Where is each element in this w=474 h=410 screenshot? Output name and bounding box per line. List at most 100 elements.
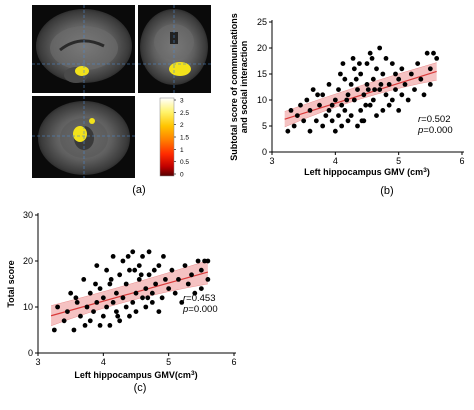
data-point	[133, 309, 139, 314]
data-point	[198, 267, 204, 273]
data-point	[340, 61, 346, 66]
data-point	[393, 87, 398, 92]
data-point	[145, 295, 151, 301]
x-tick-label: 3	[269, 156, 274, 166]
regression-line	[50, 271, 209, 317]
data-point	[326, 82, 332, 87]
data-point	[412, 87, 417, 92]
r-number: =0.502	[421, 114, 450, 125]
data-point	[94, 300, 100, 305]
data-point	[372, 87, 377, 92]
p-value: p=0.000	[417, 125, 453, 136]
confidence-band	[51, 260, 208, 326]
data-point	[317, 102, 322, 108]
data-point	[87, 318, 93, 324]
data-point	[133, 290, 139, 296]
data-point	[107, 323, 113, 328]
data-point	[304, 97, 310, 103]
x-tick-label: 5	[396, 156, 401, 166]
data-point	[359, 118, 365, 124]
data-point	[431, 50, 436, 56]
data-point	[100, 295, 106, 301]
data-point	[363, 102, 369, 108]
panel-a-label: (a)	[132, 184, 145, 196]
data-point	[68, 290, 74, 296]
data-point	[434, 56, 440, 61]
colorbar-tick-label: 3	[180, 98, 184, 105]
data-point	[146, 249, 152, 255]
data-point	[386, 102, 392, 108]
data-point	[161, 254, 166, 259]
data-point	[313, 118, 319, 124]
data-point	[110, 300, 116, 305]
data-point	[389, 61, 395, 66]
y-tick-label: 5	[262, 121, 267, 131]
y-tick-label: 0	[28, 348, 33, 358]
coronal-cluster	[169, 62, 191, 76]
p-symbol: p	[182, 304, 188, 315]
confidence-lower	[50, 283, 208, 327]
y-tick-label: 15	[257, 69, 267, 79]
colorbar-tick-label: 2.5	[180, 110, 189, 117]
data-point	[143, 286, 149, 291]
x-tick-label: 6	[459, 156, 464, 166]
colorbar: 3 2.5 2 1.5 1 0.5 0	[159, 98, 189, 179]
data-point	[74, 300, 80, 305]
data-point	[315, 92, 320, 98]
colorbar-tick-label: 0.5	[180, 159, 189, 166]
data-point	[143, 304, 149, 310]
p-number: =0.000	[423, 125, 452, 136]
data-point	[380, 71, 386, 77]
axial-view	[32, 96, 135, 178]
data-point	[355, 123, 360, 129]
data-point	[377, 87, 383, 92]
colorbar-tick-label: 1.5	[180, 135, 189, 142]
data-point	[291, 123, 297, 129]
data-point	[383, 92, 389, 98]
data-point	[294, 113, 300, 118]
data-point	[336, 113, 341, 118]
data-point	[405, 97, 411, 103]
data-point	[361, 92, 367, 98]
y-tick-label: 20	[257, 43, 267, 53]
data-point	[130, 249, 136, 255]
data-point	[169, 267, 175, 273]
sagittal-view	[32, 5, 135, 93]
p-value: p=0.000	[182, 304, 218, 315]
data-point	[117, 318, 123, 324]
data-point	[369, 56, 375, 61]
data-point	[205, 258, 211, 264]
data-point	[114, 309, 119, 314]
data-point	[107, 281, 113, 287]
x-axis-title-sup: 3	[423, 167, 427, 174]
data-point	[108, 277, 114, 282]
data-point	[123, 281, 129, 287]
p-number: =0.000	[188, 304, 217, 315]
data-point	[172, 290, 178, 296]
data-point	[348, 82, 354, 87]
data-point	[408, 71, 414, 77]
data-point	[114, 290, 119, 296]
data-point	[156, 263, 162, 268]
data-point	[378, 82, 384, 87]
data-point	[97, 323, 103, 328]
data-point	[320, 92, 326, 98]
data-point	[156, 309, 162, 314]
data-point	[94, 263, 100, 268]
data-point	[149, 300, 155, 305]
y-tick-label: 10	[23, 302, 33, 312]
data-point	[329, 118, 335, 124]
data-point	[357, 61, 362, 66]
data-point	[125, 254, 131, 259]
r-symbol: r	[418, 114, 422, 125]
x-tick-label: 4	[101, 357, 106, 367]
r-number: =0.453	[186, 293, 215, 304]
colorbar-tick-label: 2	[180, 122, 184, 129]
data-point	[61, 318, 67, 324]
data-point	[51, 327, 57, 333]
data-point	[377, 45, 383, 51]
data-point	[115, 313, 121, 319]
